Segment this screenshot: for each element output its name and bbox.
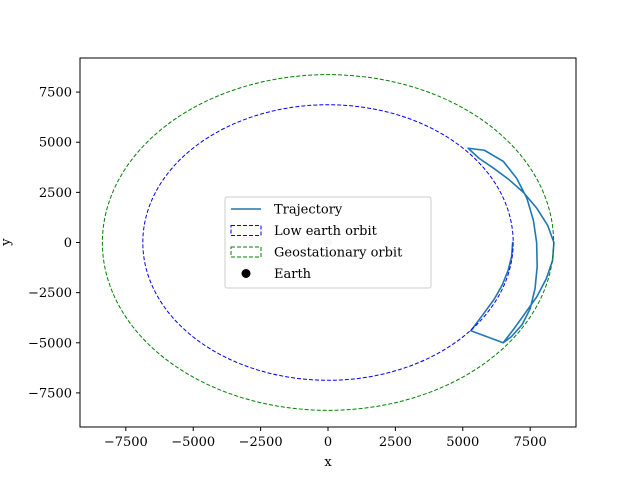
legend-handle-low-earth-orbit: [230, 225, 262, 236]
y-tick-label: 2500: [39, 186, 72, 201]
legend: Trajectory Low earth orbit Geostationary o…: [224, 196, 432, 289]
x-tick-label: 7500: [514, 435, 547, 450]
legend-label-low-earth-orbit: Low earth orbit: [274, 224, 378, 239]
y-tick-label: −2500: [28, 286, 72, 301]
x-axis-label: x: [324, 455, 332, 470]
x-tick-label: 2500: [379, 435, 412, 450]
x-axis-ticks: −7500 −5000 −2500 0 2500 5000 7500: [104, 427, 547, 450]
x-tick-label: −5000: [171, 435, 215, 450]
y-tick-label: 0: [64, 236, 72, 251]
legend-label-earth: Earth: [274, 267, 312, 282]
y-tick-label: 7500: [39, 86, 72, 101]
y-axis-ticks: −7500 −5000 −2500 0 2500 5000 7500: [28, 86, 80, 401]
x-tick-label: −7500: [104, 435, 148, 450]
legend-box: [224, 196, 432, 289]
geostationary-orbit-circle: [101, 74, 555, 411]
x-tick-label: 0: [324, 435, 332, 450]
x-tick-label: −2500: [239, 435, 283, 450]
y-tick-label: 5000: [39, 136, 72, 151]
legend-handle-geostationary-orbit: [230, 246, 262, 258]
y-tick-label: −7500: [28, 386, 72, 401]
legend-handle-earth: [241, 269, 251, 278]
y-tick-label: −5000: [28, 336, 72, 351]
trajectory-line: [467, 147, 555, 344]
legend-label-geostationary-orbit: Geostationary orbit: [274, 246, 403, 261]
y-axis-label: y: [0, 238, 14, 247]
legend-label-trajectory: Trajectory: [274, 203, 343, 218]
x-tick-label: 5000: [446, 435, 479, 450]
low-earth-orbit-circle: [142, 104, 514, 381]
